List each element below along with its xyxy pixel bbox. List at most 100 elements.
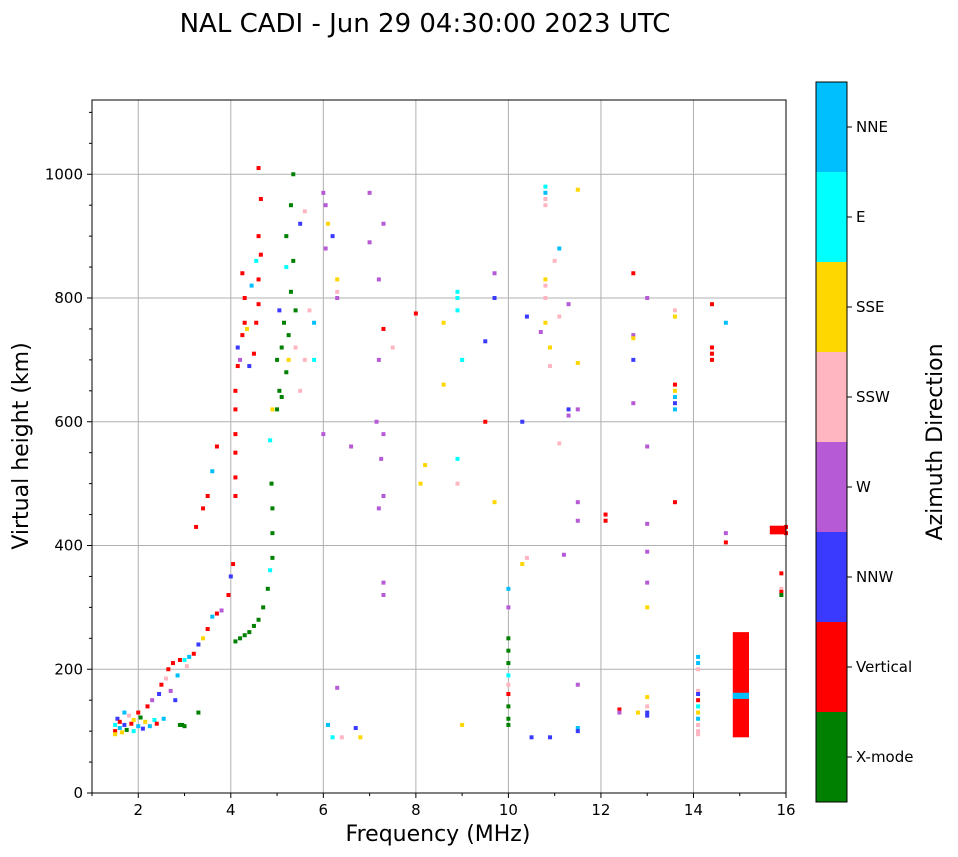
echo-point [575,682,580,687]
echo-point [529,735,534,740]
echo-point [381,580,386,585]
echo-point [381,494,386,498]
echo-point [321,190,326,195]
echo-point [231,562,236,567]
echo-point [136,710,141,715]
echo-point [201,506,206,511]
echo-point [182,724,187,729]
echo-point [233,407,238,412]
echo-point [335,296,340,300]
echo-point [566,302,571,307]
echo-point [330,234,335,239]
echo-point [286,333,291,338]
echo-point [164,676,169,681]
echo-point [191,651,196,656]
echo-point [381,221,386,226]
echo-point [242,296,247,300]
echo-point [455,296,460,300]
echo-point [233,432,238,437]
echo-point [124,727,129,732]
echo-point [418,481,423,486]
y-tick-label: 400 [54,537,83,555]
colorbar-segment [816,82,847,172]
echo-point [159,682,164,687]
echo-point [483,339,488,344]
echo-point [131,729,136,734]
echo-point [566,407,571,412]
echo-point [696,692,701,696]
echo-point [270,531,275,536]
echo-point [413,311,418,316]
x-tick-label: 14 [684,801,703,819]
colorbar-segment [816,622,847,712]
echo-point [672,388,677,393]
echo-point [233,450,238,455]
echo-point [557,441,562,446]
echo-point [226,593,231,597]
echo-point [506,682,511,687]
echo-point [548,364,553,369]
echo-point [672,308,677,313]
echo-point [288,203,293,208]
echo-point [645,704,650,709]
echo-point [455,289,460,294]
echo-point [381,432,386,437]
echo-point [339,735,344,740]
echo-point [645,521,650,526]
colorbar-segment [816,262,847,352]
echo-point [548,345,553,350]
echo-point [256,302,261,307]
echo-point [506,661,511,666]
echo-point [131,717,136,722]
echo-point [242,633,247,638]
echo-point [298,221,303,226]
echo-point [258,197,263,201]
echo-point [113,722,118,727]
echo-point [506,722,511,727]
echo-point [214,444,219,449]
echo-point [709,351,714,356]
echo-point [575,360,580,365]
echo-point [113,729,118,734]
echo-point [349,444,354,449]
echo-point [219,608,224,613]
echo-point [492,296,497,300]
echo-point [645,710,650,715]
echo-point [543,190,548,195]
echo-point [548,735,553,740]
echo-point [196,642,201,647]
echo-point [302,357,307,362]
echo-point [279,395,284,399]
echo-point [575,726,580,731]
echo-point [254,320,259,325]
echo-point [335,277,340,282]
colorbar-tick-label: E [856,208,865,226]
echo-point [335,685,340,690]
echo-point [187,654,192,659]
echo-point [709,357,714,362]
colorbar-segment [816,532,847,622]
echo-point [228,574,233,579]
x-tick-label: 8 [411,801,421,819]
echo-point [696,688,701,693]
y-tick-label: 1000 [45,165,83,183]
y-tick-label: 800 [54,289,83,307]
echo-point [575,729,580,734]
colorbar: X-mode Vertical NNW W SSW SSE E NNE [815,81,913,803]
echo-point [543,197,548,201]
echo-point [298,388,303,393]
colorbar-tick-label: W [856,478,871,496]
chart-title: NAL CADI - Jun 29 04:30:00 2023 UTC [180,9,671,39]
echo-point [122,710,127,715]
echo-point [177,722,182,727]
echo-point [113,732,118,737]
echo-point [455,481,460,486]
echo-point [247,630,252,635]
echo-point [254,258,259,263]
echo-point [779,586,784,591]
echo-point [293,345,298,350]
echo-point [358,735,363,740]
echo-point [335,289,340,294]
x-axis-label: Frequency (MHz) [346,822,531,847]
echo-point [268,568,273,573]
